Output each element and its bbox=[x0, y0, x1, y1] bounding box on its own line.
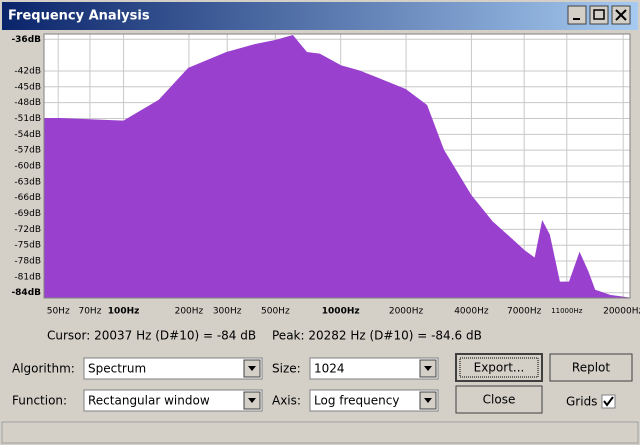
algorithm-combo[interactable]: Spectrum bbox=[83, 357, 263, 380]
grids-checkbox[interactable] bbox=[601, 394, 616, 409]
x-tick-label: 11000Hz bbox=[551, 307, 583, 315]
close-button[interactable]: Close bbox=[455, 385, 543, 414]
function-label: Function: bbox=[12, 394, 67, 408]
plot-border bbox=[43, 33, 631, 299]
window-buttons[interactable] bbox=[567, 5, 631, 25]
y-tick-label: -84dB bbox=[11, 288, 41, 298]
status-bar bbox=[1, 421, 639, 444]
function-combo[interactable]: Rectangular window bbox=[83, 389, 263, 412]
y-tick-label: -72dB bbox=[14, 225, 41, 235]
replot-label: Replot bbox=[572, 361, 610, 375]
minimize-button[interactable] bbox=[567, 5, 587, 25]
x-tick-label: 70Hz bbox=[78, 307, 101, 317]
y-tick-label: -63dB bbox=[14, 177, 41, 187]
x-tick-label: 50Hz bbox=[47, 307, 70, 317]
axis-combo[interactable]: Log frequency bbox=[309, 389, 439, 412]
peak-readout: Peak: 20282 Hz (D#10) = -84.6 dB bbox=[272, 329, 482, 343]
y-tick-label: -57dB bbox=[14, 146, 41, 156]
y-tick-label: -66dB bbox=[14, 193, 41, 203]
close-label: Close bbox=[483, 393, 516, 407]
x-tick-label: 300Hz bbox=[213, 307, 242, 317]
x-tick-label: 100Hz bbox=[108, 307, 140, 317]
y-tick-label: -78dB bbox=[14, 257, 41, 267]
axis-label: Axis: bbox=[272, 394, 301, 408]
size-label: Size: bbox=[272, 362, 301, 376]
spectrum-area bbox=[43, 35, 630, 299]
size-value: 1024 bbox=[314, 362, 345, 376]
size-combo[interactable]: 1024 bbox=[309, 357, 439, 380]
replot-button[interactable]: Replot bbox=[549, 353, 633, 382]
y-tick-label: -69dB bbox=[14, 209, 41, 219]
export-button[interactable]: Export... bbox=[455, 353, 543, 382]
y-tick-label: -60dB bbox=[14, 162, 41, 172]
x-tick-label: 500Hz bbox=[261, 307, 290, 317]
x-tick-label: 200Hz bbox=[175, 307, 204, 317]
y-tick-label: -45dB bbox=[14, 82, 41, 92]
y-tick-label: -48dB bbox=[14, 98, 41, 108]
window-title: Frequency Analysis bbox=[8, 9, 150, 24]
x-tick-label: 7000Hz bbox=[507, 307, 542, 317]
x-tick-label: 1000Hz bbox=[322, 307, 360, 317]
x-tick-label: 20000Hz bbox=[603, 307, 640, 317]
y-tick-label: -54dB bbox=[14, 130, 41, 140]
function-value: Rectangular window bbox=[88, 394, 210, 408]
x-tick-label: 4000Hz bbox=[454, 307, 489, 317]
algorithm-value: Spectrum bbox=[88, 362, 146, 376]
cursor-readout: Cursor: 20037 Hz (D#10) = -84 dB bbox=[47, 329, 256, 343]
y-tick-label: -36dB bbox=[11, 35, 41, 45]
maximize-button[interactable] bbox=[589, 5, 609, 25]
grids-label: Grids bbox=[566, 395, 597, 409]
export-label: Export... bbox=[474, 361, 525, 375]
x-tick-label: 2000Hz bbox=[389, 307, 424, 317]
algorithm-label: Algorithm: bbox=[12, 362, 75, 376]
title-bar bbox=[2, 2, 638, 30]
y-tick-label: -75dB bbox=[14, 241, 41, 251]
y-tick-label: -81dB bbox=[14, 272, 41, 282]
axis-value: Log frequency bbox=[314, 394, 399, 408]
y-tick-label: -42dB bbox=[14, 66, 41, 76]
y-tick-label: -51dB bbox=[14, 114, 41, 124]
